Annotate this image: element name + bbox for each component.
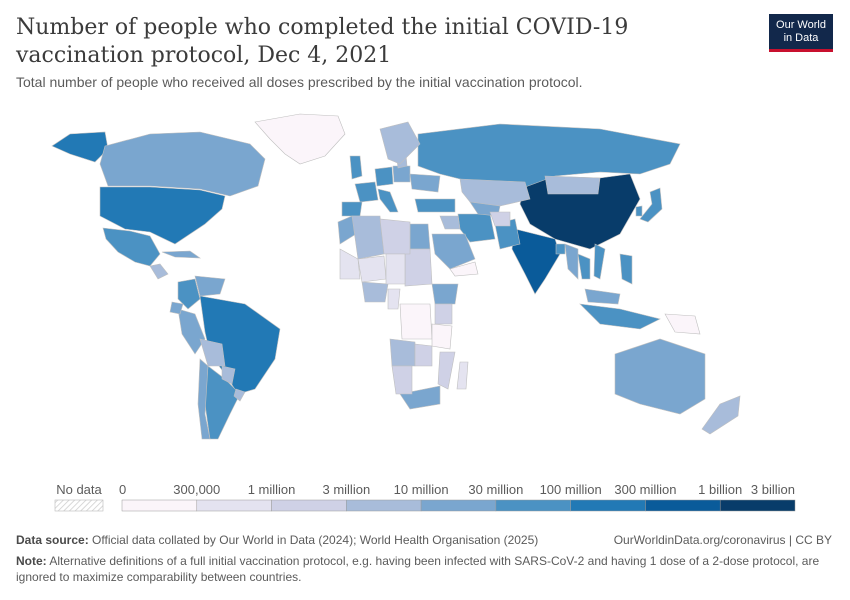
logo-line-2: in Data <box>783 32 819 44</box>
region-scandinavia[interactable]: Scandinavia <box>379 121 421 165</box>
region-indonesia[interactable]: Indonesia <box>579 303 661 330</box>
legend-bin-5 <box>495 499 571 512</box>
region-south-africa[interactable]: South Africa <box>399 385 441 410</box>
legend-tick-label: 30 million <box>468 482 523 497</box>
region-dr-congo[interactable]: DR Congo <box>399 303 433 340</box>
legend-tick-label: 3 billion <box>751 482 795 497</box>
owid-logo[interactable]: Our World in Data <box>769 14 833 52</box>
region-thailand[interactable]: Thailand <box>577 253 591 280</box>
legend-no-data-swatch <box>54 499 104 512</box>
region-colombia[interactable]: Colombia <box>177 278 201 310</box>
region-peru[interactable]: Peru <box>177 308 206 355</box>
legend-bin-7 <box>645 499 721 512</box>
logo-line-1: Our World <box>776 19 826 31</box>
region-nigeria[interactable]: Nigeria <box>361 281 389 303</box>
legend-tick-label: 0 <box>119 482 126 497</box>
region-russia[interactable]: Russia <box>417 123 681 190</box>
legend-tick-label: 3 million <box>322 482 370 497</box>
region-kenya[interactable]: Kenya <box>434 303 453 325</box>
legend-bin-1 <box>196 499 272 512</box>
region-afghanistan[interactable]: Afghanistan <box>489 211 511 227</box>
region-india[interactable]: India <box>511 228 561 295</box>
region-venezuela[interactable]: Venezuela <box>194 275 226 297</box>
region-new-zealand[interactable]: New Zealand <box>701 395 741 435</box>
legend-tick-label: 1 billion <box>698 482 742 497</box>
region-spain[interactable]: Spain <box>341 201 363 217</box>
region-cameroon[interactable]: Cameroon <box>387 288 401 310</box>
region-mongolia[interactable]: Mongolia <box>544 175 601 195</box>
chart-subtitle: Total number of people who received all … <box>16 74 583 90</box>
region-mexico[interactable]: Mexico <box>102 227 161 267</box>
region-cuba[interactable]: Cuba <box>161 250 202 259</box>
region-mozambique[interactable]: Mozambique <box>437 351 456 390</box>
footnote: Note: Alternative definitions of a full … <box>16 553 826 585</box>
region-algeria[interactable]: Algeria <box>351 215 385 260</box>
region-canada[interactable]: Canada <box>99 131 266 197</box>
region-angola[interactable]: Angola <box>389 338 416 367</box>
legend-bin-8 <box>719 499 796 512</box>
region-guatemala[interactable]: Guatemala <box>149 263 169 280</box>
region-south-korea[interactable]: South Korea <box>635 205 643 217</box>
note-text: Alternative definitions of a full initia… <box>16 554 820 584</box>
data-source: Data source: Official data collated by O… <box>16 533 538 547</box>
legend-bin-4 <box>420 499 497 512</box>
region-vietnam[interactable]: Vietnam <box>593 243 606 280</box>
legend-tick-label: 100 million <box>540 482 602 497</box>
region-ecuador[interactable]: Ecuador <box>169 301 184 315</box>
region-egypt[interactable]: Egypt <box>409 223 431 250</box>
region-namibia[interactable]: Namibia <box>391 365 413 395</box>
region-tanzania[interactable]: Tanzania <box>431 323 453 350</box>
region-paraguay[interactable]: Paraguay <box>221 365 236 385</box>
region-uruguay[interactable]: Uruguay <box>233 388 246 402</box>
region-saudi-arabia[interactable]: Saudi Arabia <box>431 233 476 270</box>
region-chad[interactable]: Chad <box>385 253 406 285</box>
chart-title: Number of people who completed the initi… <box>16 15 629 68</box>
region-poland[interactable]: Poland <box>392 165 411 183</box>
region-ethiopia[interactable]: Ethiopia <box>431 283 459 305</box>
region-japan[interactable]: Japan <box>639 187 663 223</box>
note-label: Note: <box>16 554 47 568</box>
legend-tick-label: 1 million <box>248 482 296 497</box>
region-myanmar[interactable]: Myanmar <box>564 243 579 280</box>
legend-tick-label: 10 million <box>394 482 449 497</box>
region-bolivia[interactable]: Bolivia <box>199 338 226 367</box>
legend-bin-0 <box>121 499 198 512</box>
region-yemen[interactable]: Yemen <box>449 261 479 277</box>
region-turkey[interactable]: Turkey <box>414 198 456 213</box>
region-philippines[interactable]: Philippines <box>619 253 633 285</box>
region-united-kingdom[interactable]: United Kingdom <box>349 155 363 180</box>
legend-bin-6 <box>570 499 646 512</box>
region-italy[interactable]: Italy <box>377 188 399 213</box>
region-malaysia[interactable]: Malaysia <box>584 288 621 305</box>
source-url[interactable]: OurWorldinData.org/coronavirus | CC BY <box>613 533 832 547</box>
legend-no-data-label: No data <box>56 482 102 497</box>
region-france[interactable]: France <box>354 181 379 203</box>
source-label: Data source: <box>16 533 89 547</box>
legend-bin-2 <box>271 499 347 512</box>
region-germany[interactable]: Germany <box>374 166 394 187</box>
region-united-states[interactable]: United States <box>51 131 226 245</box>
legend-tick-label: 300,000 <box>173 482 220 497</box>
legend-bin-3 <box>346 499 422 512</box>
region-australia[interactable]: Australia <box>614 338 706 415</box>
region-greenland[interactable]: Greenland <box>254 113 346 165</box>
region-madagascar[interactable]: Madagascar <box>456 361 469 390</box>
color-legend: No data 0 300,000 1 million 3 million 10 mill… <box>54 482 796 512</box>
region-mali[interactable]: Mali <box>339 248 361 280</box>
region-bangladesh[interactable]: Bangladesh <box>555 243 566 255</box>
region-libya[interactable]: Libya <box>379 218 411 255</box>
region-zambia[interactable]: Zambia <box>414 343 433 367</box>
region-sudan[interactable]: Sudan <box>404 248 433 287</box>
region-niger[interactable]: Niger <box>357 255 387 283</box>
source-text: Official data collated by Our World in D… <box>92 533 539 547</box>
legend-tick-label: 300 million <box>614 482 676 497</box>
world-map[interactable]: ChinaIndiaUnited StatesBrazilIndonesiaJa… <box>0 104 850 466</box>
region-papua-new-guinea[interactable]: Papua New Guinea <box>664 313 701 335</box>
region-iraq[interactable]: Iraq <box>439 215 461 230</box>
region-ukraine[interactable]: Ukraine <box>409 173 441 193</box>
